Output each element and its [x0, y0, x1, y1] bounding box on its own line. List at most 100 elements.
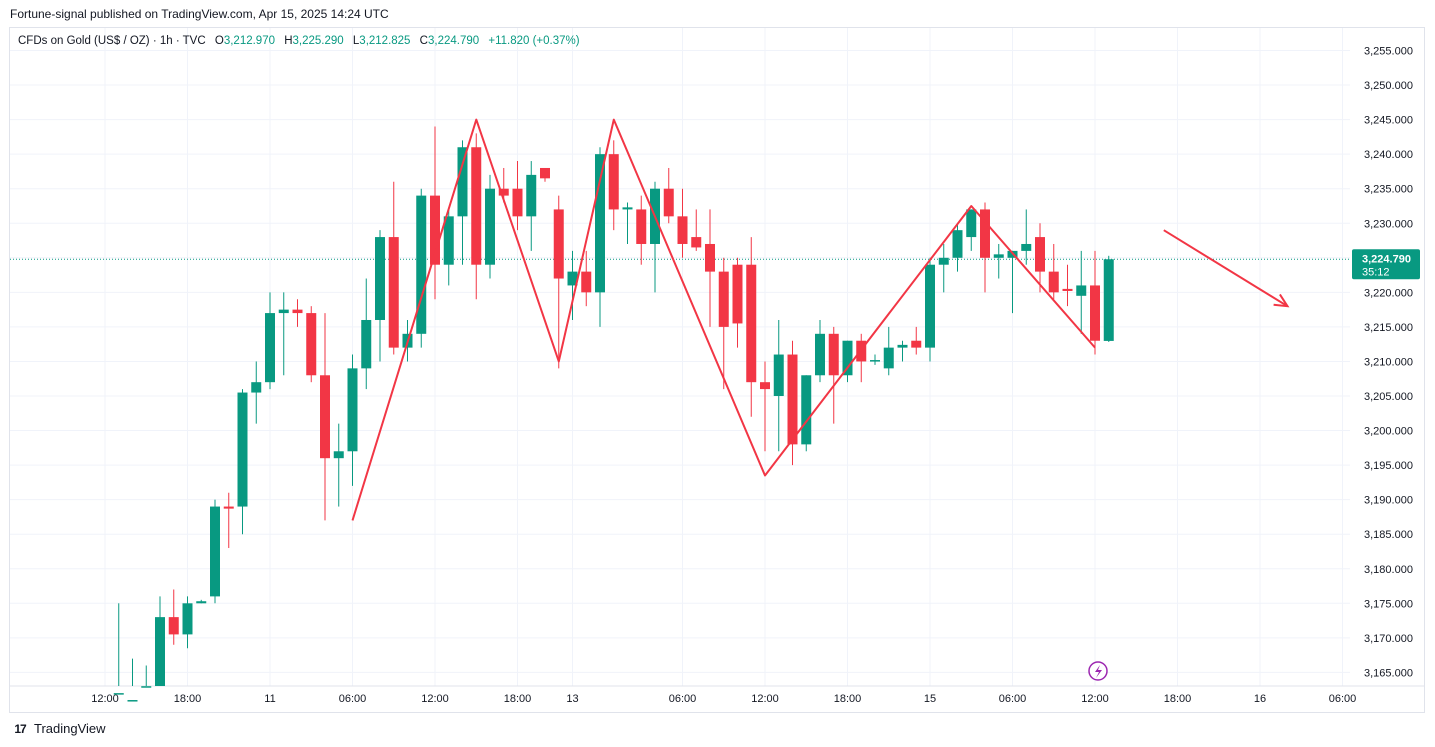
candle-up: [897, 340, 908, 362]
candle-body: [718, 271, 729, 327]
candle-body: [581, 271, 592, 293]
candle-body: [306, 313, 317, 376]
candle-body: [182, 603, 193, 635]
price-tick-label: 3,200.000: [1364, 426, 1413, 438]
candle-body: [375, 237, 385, 320]
candle-down: [732, 257, 743, 348]
candle-body: [691, 237, 702, 248]
candle-body: [223, 506, 234, 509]
candle-body: [677, 216, 688, 244]
candles: [113, 126, 1114, 702]
candle-body: [237, 392, 248, 507]
candle-down: [677, 188, 688, 258]
candle-up: [251, 361, 262, 424]
candle-body: [815, 333, 825, 376]
lightning-icon[interactable]: [1088, 661, 1108, 681]
candle-up: [278, 292, 289, 376]
price-tag-value: 3,224.790: [1362, 253, 1411, 265]
candle-body: [1062, 288, 1073, 291]
candle-down: [306, 306, 317, 383]
candle-body: [897, 344, 908, 348]
candle-down: [691, 209, 702, 251]
price-tick-label: 3,195.000: [1364, 460, 1413, 472]
candle-up: [801, 375, 812, 452]
symbol-legend: CFDs on Gold (US$ / OZ) · 1h · TVC O3,21…: [18, 35, 580, 47]
candle-up: [265, 292, 275, 390]
candle-body: [1021, 243, 1032, 251]
candle-up: [883, 326, 894, 376]
candle-down: [980, 202, 990, 293]
publish-header: Fortune-signal published on TradingView.…: [10, 7, 389, 21]
candle-down: [1035, 223, 1045, 293]
candle-up: [141, 665, 152, 688]
candle-up: [842, 340, 853, 383]
candle-body: [925, 264, 935, 348]
candle-down: [718, 257, 729, 390]
time-tick-label: 18:00: [834, 693, 862, 705]
candle-up: [622, 202, 633, 244]
time-tick-label: 06:00: [339, 693, 367, 705]
price-tick-label: 3,190.000: [1364, 495, 1413, 507]
candle-body: [966, 209, 977, 238]
candle-body: [471, 147, 482, 265]
candle-body: [608, 154, 619, 210]
time-tick-label: 06:00: [1329, 693, 1357, 705]
candle-down: [553, 195, 564, 369]
candle-body: [127, 700, 138, 702]
candle-body: [760, 382, 770, 390]
candle-body: [1076, 285, 1087, 296]
candle-body: [705, 243, 715, 272]
candle-body: [1035, 237, 1045, 272]
chart-frame: [9, 27, 1425, 713]
candle-up: [182, 596, 193, 649]
open-value: 3,212.970: [223, 35, 275, 47]
candle-down: [1048, 243, 1059, 300]
price-tick-label: 3,185.000: [1364, 529, 1413, 541]
time-tick-label: 18:00: [174, 693, 202, 705]
price-tick-label: 3,215.000: [1364, 322, 1413, 334]
candle-up: [457, 140, 468, 265]
candle-down: [746, 237, 757, 417]
candle-body: [210, 506, 220, 597]
candle-down: [663, 167, 674, 224]
candle-up: [966, 209, 977, 251]
candle-body: [828, 333, 839, 376]
candle-up: [993, 243, 1004, 279]
candle-body: [251, 382, 262, 393]
candle-body: [168, 617, 179, 635]
candle-body: [498, 188, 509, 196]
candle-body: [622, 207, 633, 210]
candle-down: [581, 250, 592, 307]
candle-body: [842, 340, 853, 376]
candle-body: [787, 354, 798, 445]
candle-up: [952, 223, 963, 272]
candle-up: [1103, 255, 1114, 342]
candle-down: [223, 492, 234, 549]
candle-body: [553, 209, 564, 279]
close-value: 3,224.790: [427, 35, 480, 47]
candle-up: [815, 319, 825, 383]
brand-name: TradingView: [34, 721, 106, 736]
price-tick-label: 3,245.000: [1364, 115, 1413, 127]
candle-down: [705, 209, 715, 327]
candle-body: [993, 254, 1004, 258]
price-tick-label: 3,170.000: [1364, 633, 1413, 645]
time-tick-label: 06:00: [669, 693, 697, 705]
footer-brand[interactable]: 17 TradingView: [10, 721, 106, 736]
price-tick-label: 3,250.000: [1364, 80, 1413, 92]
candle-body: [911, 340, 922, 348]
candle-down: [512, 161, 523, 231]
time-tick-label: 18:00: [504, 693, 532, 705]
low-value: 3,212.825: [359, 35, 411, 47]
candle-body: [141, 686, 152, 688]
candle-body: [952, 230, 963, 258]
candle-body: [361, 319, 372, 369]
low-label: L: [352, 35, 360, 47]
candle-up: [567, 250, 578, 320]
candle-body: [567, 271, 578, 286]
candle-up: [938, 243, 949, 293]
open-label: O: [214, 35, 224, 47]
price-tick-label: 3,165.000: [1364, 667, 1413, 679]
candle-up: [416, 188, 427, 348]
